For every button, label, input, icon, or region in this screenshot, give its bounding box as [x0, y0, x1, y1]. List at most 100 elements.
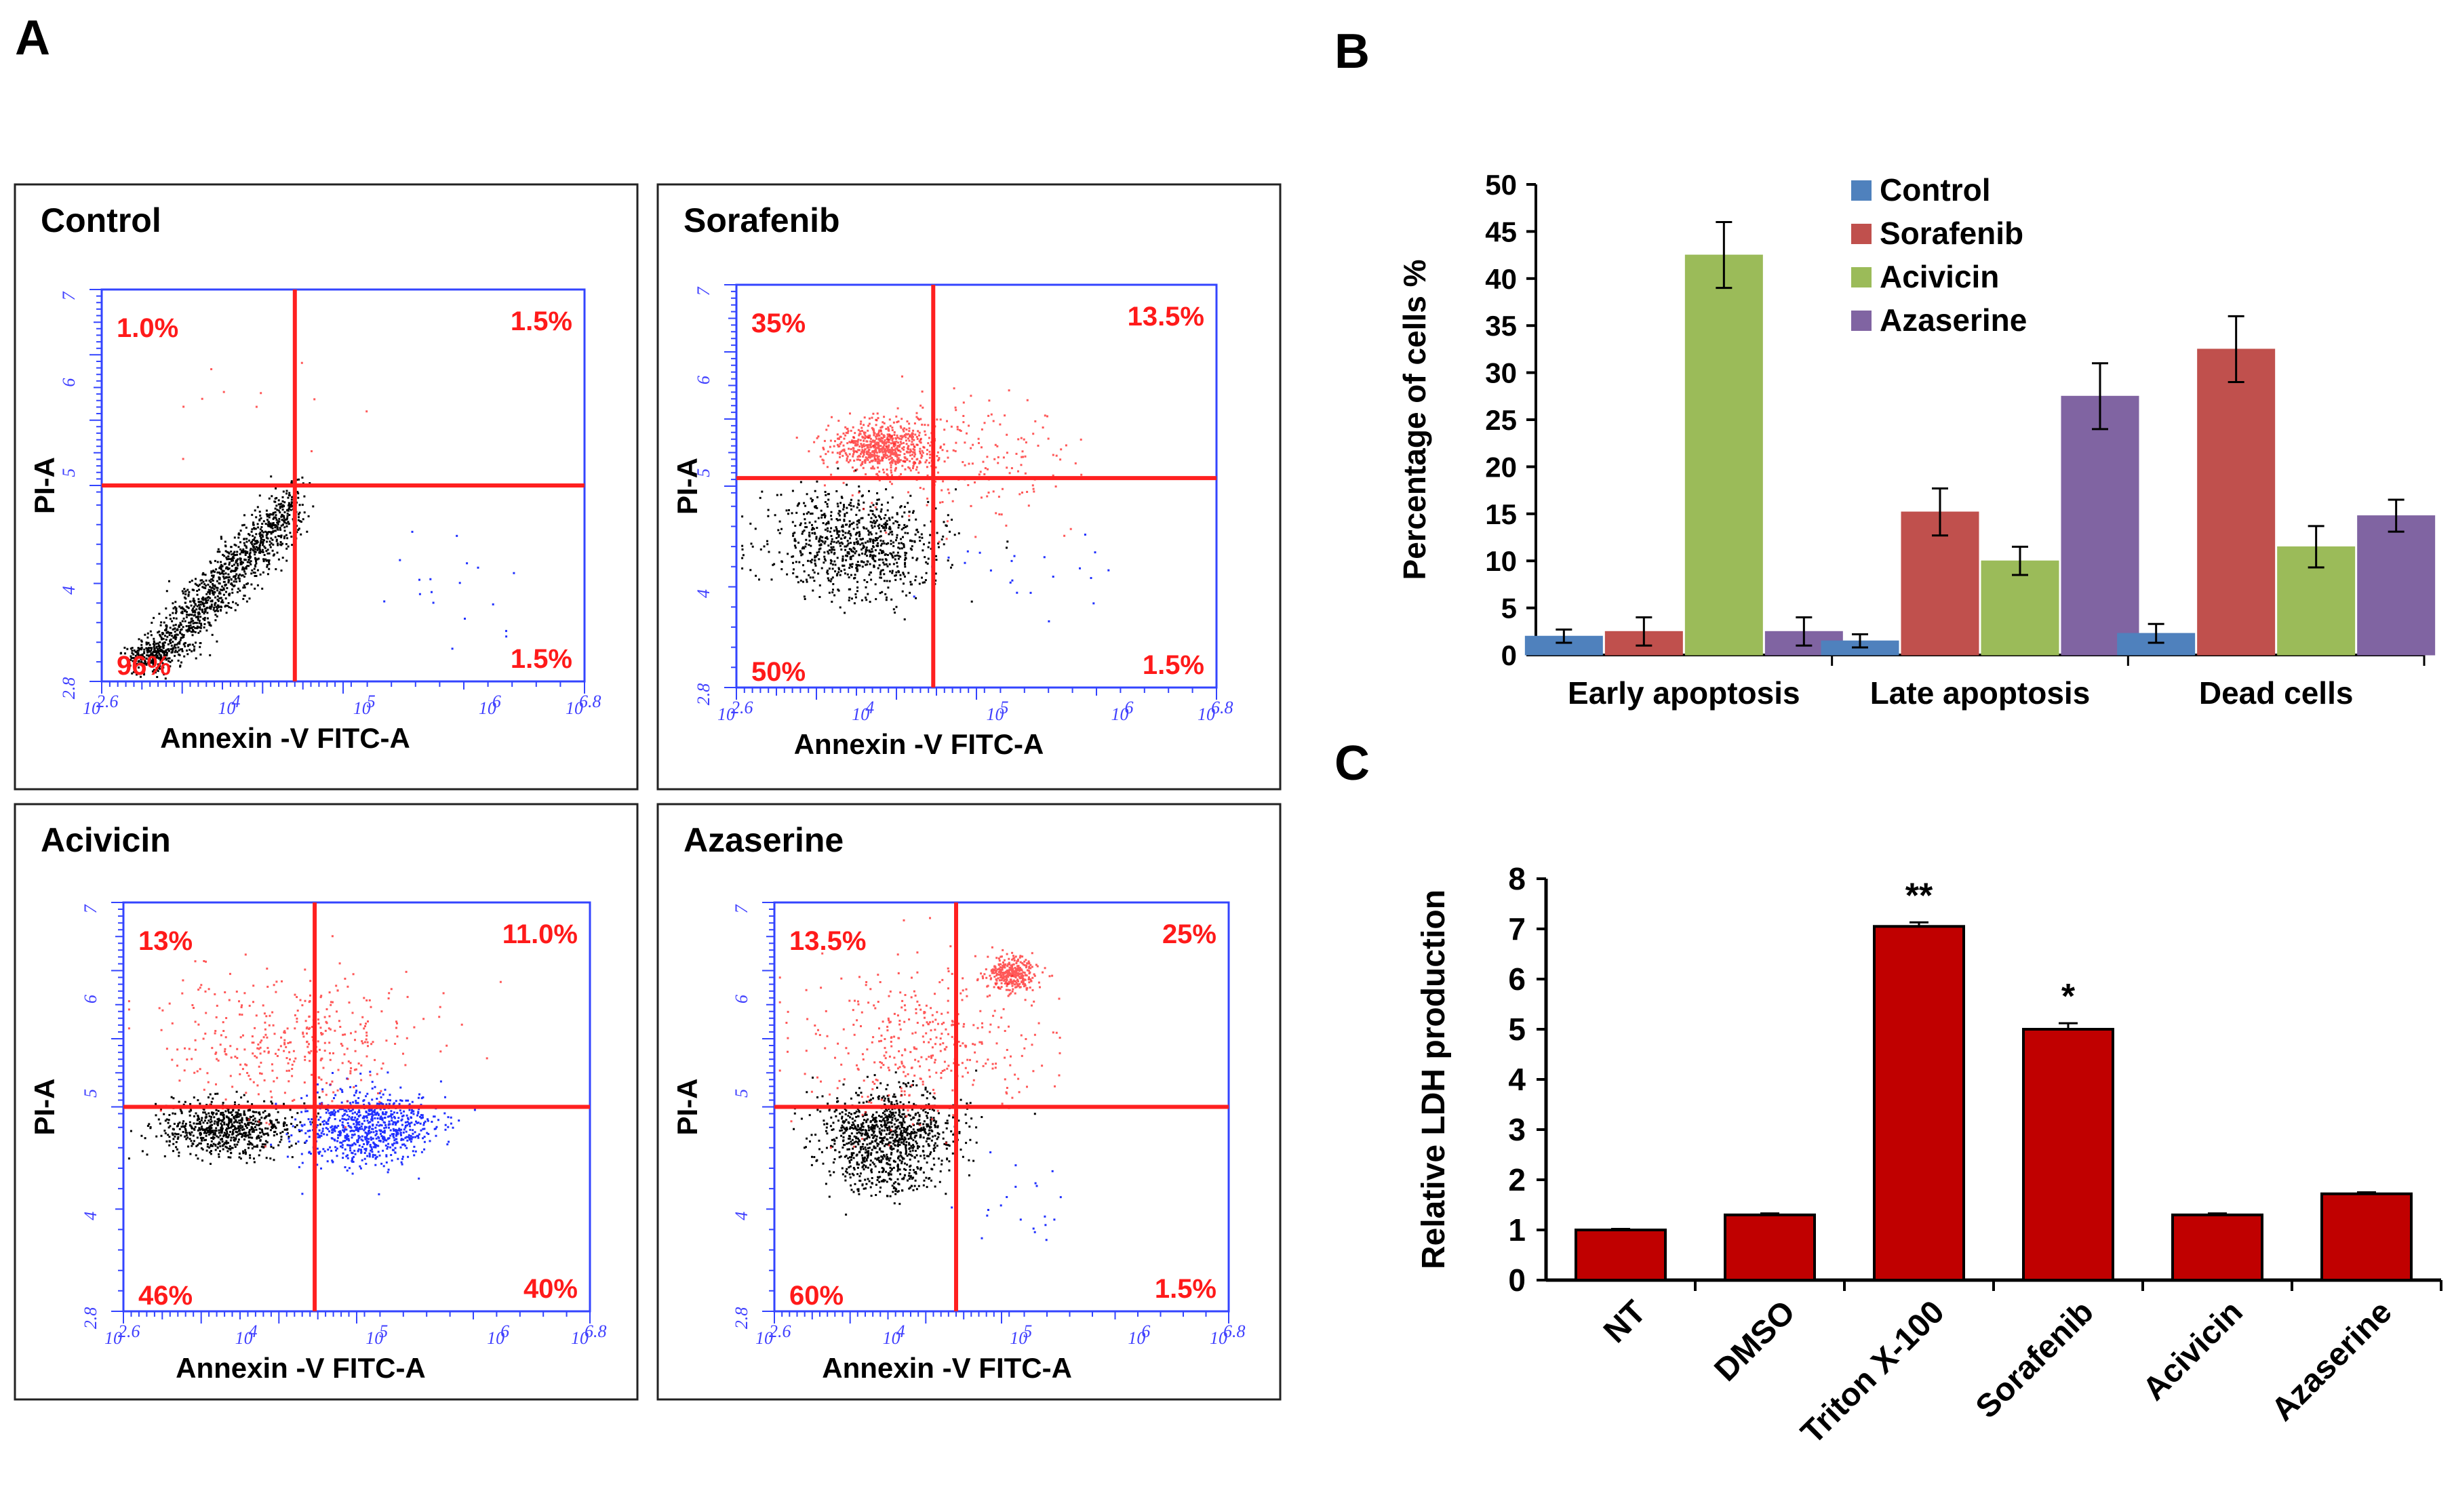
x-tick-label: Late apoptosis [1870, 675, 2091, 711]
x-tick-exp: 6.8 [585, 1321, 607, 1341]
x-tick-label: 106 [487, 1321, 509, 1348]
quadrant-bl: 96% [117, 651, 171, 681]
y-tick-label: 1 [1508, 1212, 1526, 1248]
y-axis-label: PI-A [671, 458, 703, 515]
bar-azaserine [2061, 395, 2139, 656]
legend-label: Azaserine [1880, 302, 2027, 338]
x-tick-base: 10 [1128, 1328, 1145, 1348]
x-tick-label: DMSO [1707, 1294, 1802, 1388]
y-tick-label: 5 [732, 1089, 751, 1098]
y-tick-label: 40 [1485, 263, 1517, 295]
points-live [793, 1069, 1036, 1191]
quadrant-tl: 13.5% [789, 926, 866, 956]
y-tick-text: 2.8 [732, 1307, 751, 1330]
y-tick-text: 5 [81, 1089, 100, 1098]
x-tick-label: 104 [883, 1321, 905, 1348]
y-tick-text: 7 [694, 287, 713, 296]
x-tick-label: 105 [353, 692, 376, 718]
scatter-points [127, 935, 502, 1195]
y-tick-label: 0 [1501, 639, 1517, 671]
x-tick-base: 10 [986, 704, 1004, 724]
legend-label: Control [1880, 172, 1991, 207]
y-tick-label: 5 [59, 469, 79, 477]
y-tick-text: 6 [694, 376, 713, 384]
x-tick-label: 106.8 [571, 1321, 607, 1348]
x-tick-label: Dead cells [2199, 675, 2354, 711]
x-tick-base: 10 [566, 698, 583, 718]
x-tick-base: 10 [104, 1328, 122, 1348]
scatter-points [741, 375, 1110, 622]
x-tick-label: 104 [235, 1321, 258, 1348]
y-axis-label: PI-A [671, 1079, 703, 1136]
x-tick-label: 106 [1111, 698, 1134, 724]
bar-acivicin [1981, 560, 2059, 656]
y-tick-text: 7 [59, 292, 79, 301]
x-tick-label: 106.8 [566, 692, 601, 718]
points-dead [976, 949, 1054, 1001]
y-tick-label: 20 [1485, 451, 1517, 483]
y-tick-label: 7 [694, 287, 713, 296]
y-tick-label: 7 [1508, 911, 1526, 947]
y-tick-text: 6 [59, 378, 79, 387]
x-tick-label: 106.8 [1198, 698, 1233, 724]
legend-swatch [1851, 224, 1872, 244]
axis-ticks [111, 902, 591, 1324]
quadrant-tl: 1.0% [117, 313, 178, 343]
x-tick-exp: 2.6 [731, 698, 753, 717]
axis-ticks [762, 902, 1229, 1324]
y-tick-label: 0 [1508, 1262, 1526, 1298]
y-tick-text: 2.8 [59, 677, 79, 700]
x-axis-label: Annexin -V FITC-A [822, 1352, 1072, 1384]
x-tick-exp: 4 [896, 1321, 905, 1341]
y-tick-text: 4 [732, 1212, 751, 1220]
y-tick-label: 7 [732, 904, 751, 914]
quadrant-br: 1.5% [1155, 1274, 1216, 1304]
legend-item-azaserine: Azaserine [1851, 302, 2027, 338]
points-live [127, 1090, 328, 1165]
x-tick-exp: 2.6 [118, 1321, 140, 1341]
x-tick-exp: 5 [1023, 1321, 1032, 1341]
apoptosis-bar-chart: 0 5 10 15 20 25 30 35 40 45 50 Percentage of cells … [1397, 169, 2436, 711]
legend-item-sorafenib: Sorafenib [1851, 216, 2023, 251]
legend-swatch [1851, 267, 1872, 287]
y-tick-text: 6 [81, 995, 100, 1003]
y-tick-label: 50 [1485, 169, 1517, 201]
x-tick-label: NT [1597, 1294, 1653, 1350]
x-tick-label: 102.6 [755, 1321, 791, 1348]
y-tick-label: 5 [1501, 593, 1517, 624]
scatter-points [778, 917, 1062, 1241]
points-early [951, 1151, 1062, 1241]
axis-ticks [724, 284, 1217, 700]
y-tick-text: 4 [59, 586, 79, 595]
y-tick-label: 4 [81, 1212, 100, 1220]
points-dead [808, 412, 949, 500]
x-tick-label: 102.6 [104, 1321, 140, 1348]
x-tick-exp: 6.8 [1211, 698, 1233, 717]
x-tick-base: 10 [1198, 704, 1215, 724]
y-tick-label: 5 [694, 469, 713, 477]
x-tick-label: Azaserine [2265, 1294, 2399, 1428]
y-tick-label: 7 [81, 904, 100, 914]
significance-marker: * [2061, 977, 2076, 1016]
x-tick-base: 10 [852, 704, 869, 724]
legend-swatch [1851, 180, 1872, 201]
x-tick-label: 105 [1010, 1321, 1032, 1348]
y-tick-label: 15 [1485, 498, 1517, 530]
y-tick-label: 2 [1508, 1162, 1526, 1197]
points-dead [795, 375, 1083, 543]
y-tick-text: 5 [694, 469, 713, 477]
y-axis-label: Percentage of cells % [1397, 260, 1432, 580]
panel-title: Acivicin [41, 821, 171, 859]
x-tick-label: 102.6 [83, 692, 119, 718]
y-tick-label: 2.8 [694, 683, 713, 706]
bar-azaserine [2320, 1192, 2413, 1281]
x-tick-label: 104 [218, 692, 240, 718]
x-tick-exp: 5 [1000, 698, 1008, 717]
y-tick-label: 8 [1508, 861, 1526, 896]
y-tick-label: 6 [732, 995, 751, 1003]
y-tick-text: 7 [81, 904, 100, 914]
